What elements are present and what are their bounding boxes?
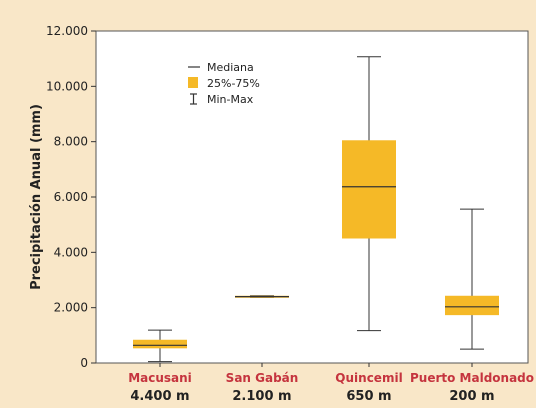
category-label: Puerto Maldonado xyxy=(410,371,534,385)
y-tick-label: 6.000 xyxy=(54,190,88,204)
y-tick-label: 10.000 xyxy=(46,79,88,93)
legend-iqr-label: 25%-75% xyxy=(207,77,260,90)
category-label: San Gabán xyxy=(226,371,299,385)
legend-range-label: Min-Max xyxy=(207,93,254,106)
box-2 xyxy=(235,295,289,298)
box-1 xyxy=(133,329,187,363)
iqr-box xyxy=(133,339,187,349)
legend: Mediana 25%-75% Min-Max xyxy=(188,61,260,106)
elevation-label: 4.400 m xyxy=(130,389,189,404)
y-tick-label: 0 xyxy=(80,356,88,370)
iqr-box xyxy=(445,295,499,316)
category-label: Macusani xyxy=(128,371,192,385)
elevation-label: 2.100 m xyxy=(232,389,291,404)
y-axis: 0 2.000 4.000 6.000 8.000 10.000 12.000 xyxy=(46,24,96,370)
iqr-box xyxy=(342,140,396,239)
y-tick-label: 12.000 xyxy=(46,24,88,38)
x-axis-labels: Macusani 4.400 m San Gabán 2.100 m Quincemil… xyxy=(128,363,534,404)
category-label: Quincemil xyxy=(335,371,402,385)
legend-median-label: Mediana xyxy=(207,61,254,74)
boxes-layer xyxy=(133,56,499,363)
y-tick-label: 4.000 xyxy=(54,245,88,259)
elevation-label: 200 m xyxy=(449,389,494,404)
elevation-label: 650 m xyxy=(346,389,391,404)
legend-iqr-swatch xyxy=(188,77,198,88)
y-axis-title: Precipitación Anual (mm) xyxy=(29,104,44,290)
y-tick-label: 2.000 xyxy=(54,301,88,315)
legend-range-swatch xyxy=(190,93,197,105)
box-3 xyxy=(342,56,396,332)
y-tick-label: 8.000 xyxy=(54,135,88,149)
box-4 xyxy=(445,208,499,350)
